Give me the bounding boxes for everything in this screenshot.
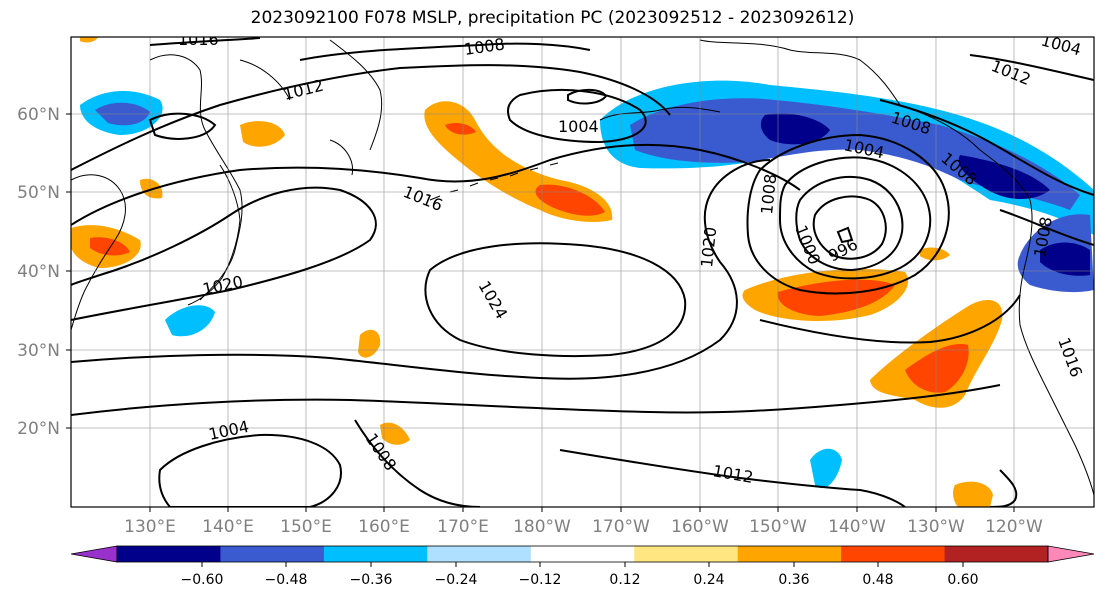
colorbar-label: −0.12: [519, 572, 562, 588]
isobar-1012-east: [969, 54, 1094, 81]
isobar-1004-south: [158, 433, 342, 507]
map-frame: [70, 36, 1095, 508]
colorbar-swatch: [841, 546, 945, 562]
precip-shading: [71, 37, 1094, 507]
isobar-label: 1008: [463, 34, 506, 58]
isobar-1024: [424, 242, 687, 358]
colorbar-label: 0.60: [947, 572, 978, 588]
isobar-label: 1016: [178, 30, 219, 49]
gridlines: [71, 37, 1094, 507]
lon-label: 160°W: [671, 517, 729, 537]
isobars: [71, 37, 1094, 507]
isobar-1004-aleutian: [507, 89, 647, 144]
isobar-1016-north: [149, 37, 261, 46]
precip-positive-china-core: [90, 237, 130, 256]
colorbar-ticks: [201, 562, 964, 567]
colorbar-swatch: [737, 546, 842, 562]
colorbar-label: −0.24: [435, 572, 478, 588]
colorbar-swatch: [117, 546, 221, 562]
colorbar-label: 0.36: [778, 572, 809, 588]
precip-negative-coast-core: [1040, 242, 1090, 276]
lon-label: 140°E: [202, 517, 254, 537]
colorbar-labels: −0.60 −0.48 −0.36 −0.24 −0.12 0.12 0.24 …: [181, 572, 979, 588]
precip-positive-aleutian-core2: [445, 122, 476, 135]
colorbar-label: 0.12: [609, 572, 640, 588]
isobar-1024-small: [148, 112, 217, 140]
lat-label: 60°N: [17, 105, 60, 125]
precip-positive-kamchatka: [240, 121, 285, 147]
lon-label: 170°W: [592, 517, 650, 537]
isobar-1004-small: [567, 88, 608, 105]
longitude-labels: 130°E 140°E 150°E 160°E 170°E 180°W 170°…: [124, 517, 1043, 537]
isobar-1012-south: [559, 449, 906, 507]
isobar-1016-east: [999, 209, 1094, 246]
isobar-1008-east: [879, 99, 1094, 196]
isobar-label: 1008: [757, 173, 780, 215]
map-title: 2023092100 F078 MSLP, precipitation PC (…: [250, 8, 855, 28]
isobar-1008-low: [746, 133, 950, 295]
isobar-label: 1004: [558, 117, 599, 136]
colorbar-swatch: [323, 546, 428, 562]
colorbar: −0.60 −0.48 −0.36 −0.24 −0.12 0.12 0.24 …: [70, 545, 1095, 588]
lon-label: 180°W: [513, 517, 571, 537]
colorbar-label: −0.36: [350, 572, 393, 588]
precip-negative-japan-south: [165, 305, 215, 337]
isobar-1016-south: [71, 384, 1001, 416]
isobar-1008-north: [299, 42, 591, 61]
isobar-1020-main: [71, 159, 771, 380]
lat-label: 20°N: [17, 419, 60, 439]
colorbar-swatch: [944, 546, 1049, 562]
colorbar-swatch: [530, 546, 635, 562]
coast-asia: [71, 39, 1094, 496]
isobar-1016: [71, 143, 801, 226]
latitude-labels: 60°N 50°N 40°N 30°N 20°N: [17, 105, 60, 439]
isobar-1020-east: [759, 294, 1021, 344]
precip-negative-small: [810, 448, 842, 489]
precip-positive-small6: [80, 37, 98, 43]
lon-label: 130°W: [907, 517, 965, 537]
precip-positive-hawaii-ne-core: [905, 344, 969, 393]
axis-ticks: [66, 113, 1015, 512]
colorbar-label: 0.24: [693, 572, 724, 588]
isobar-1000-low: [795, 176, 904, 272]
colorbar-label: −0.48: [265, 572, 308, 588]
lon-label: 170°E: [437, 517, 489, 537]
lon-label: 130°E: [124, 517, 176, 537]
lat-label: 30°N: [17, 341, 60, 361]
isobar-996-low: [812, 195, 887, 260]
precip-positive-small5: [920, 247, 950, 261]
precip-negative-alaska-mid: [630, 98, 1080, 210]
lon-label: 150°W: [749, 517, 807, 537]
colorbar-swatches: [70, 545, 1095, 563]
isobar-1008-south: [354, 419, 481, 507]
lat-label: 40°N: [17, 262, 60, 282]
precip-positive-subtropic-core: [777, 279, 895, 316]
lon-label: 160°E: [358, 517, 410, 537]
colorbar-swatch: [220, 546, 325, 562]
precip-negative-alaska-core2: [958, 155, 1050, 200]
colorbar-outline: [116, 545, 1049, 563]
lat-label: 50°N: [17, 183, 60, 203]
colorbar-swatch: [634, 546, 739, 562]
colorbar-label: 0.48: [862, 572, 893, 588]
isobar-1004-low: [778, 156, 932, 280]
isobar-label: 1020: [697, 226, 720, 268]
precip-positive-small4: [953, 481, 993, 507]
lon-label: 140°W: [828, 517, 886, 537]
lon-label: 120°W: [985, 517, 1043, 537]
lon-label: 150°E: [280, 517, 332, 537]
coast-aleutians: [429, 162, 559, 201]
precip-positive-small1: [358, 329, 381, 358]
colorbar-swatch: [427, 546, 532, 562]
isobar-1012-north: [71, 64, 671, 171]
colorbar-label: −0.60: [181, 572, 224, 588]
colorbar-extend-high: [1047, 545, 1095, 563]
isobar-996-core: [836, 226, 854, 244]
colorbar-extend-low: [70, 545, 118, 563]
isobar-1020-west: [71, 186, 377, 321]
